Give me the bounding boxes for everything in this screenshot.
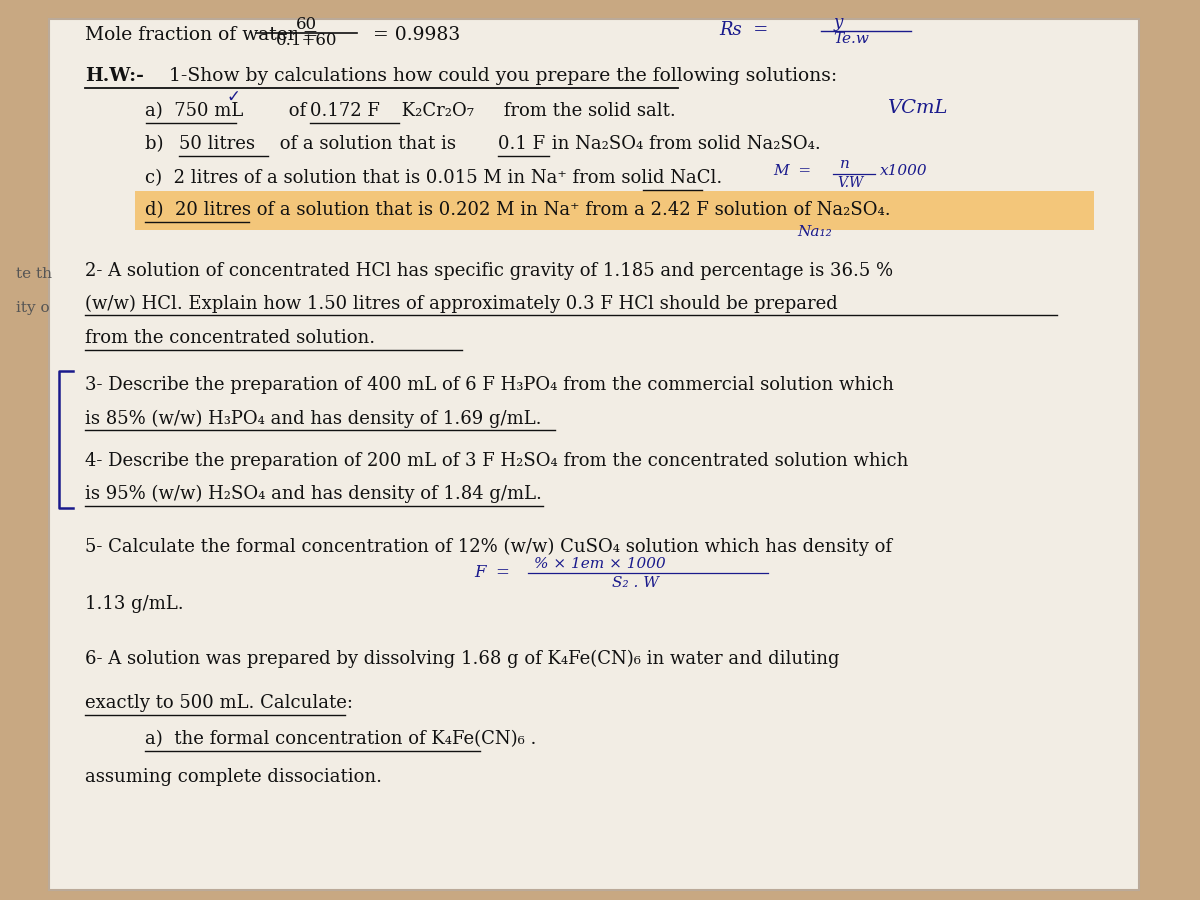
Text: F  =: F = [474, 564, 510, 581]
Text: from the concentrated solution.: from the concentrated solution. [85, 328, 376, 346]
Text: M  =: M = [774, 164, 811, 178]
Text: te th: te th [16, 267, 52, 281]
Text: = 0.9983: = 0.9983 [372, 26, 460, 44]
Text: c)  2 litres of a solution that is 0.015 M in Na⁺ from solid NaCl.: c) 2 litres of a solution that is 0.015 … [145, 169, 722, 187]
Text: 50 litres: 50 litres [179, 135, 254, 153]
Text: a)  the formal concentration of K₄Fe(CN)₆ .: a) the formal concentration of K₄Fe(CN)₆… [145, 730, 536, 748]
Text: S₂ . W: S₂ . W [612, 576, 659, 590]
FancyBboxPatch shape [49, 19, 1139, 889]
Text: exactly to 500 mL. Calculate:: exactly to 500 mL. Calculate: [85, 694, 353, 712]
Text: 2- A solution of concentrated HCl has specific gravity of 1.185 and percentage i: 2- A solution of concentrated HCl has sp… [85, 262, 893, 280]
Text: V.W: V.W [838, 176, 863, 190]
Text: of: of [283, 102, 312, 120]
Text: 60: 60 [296, 16, 317, 33]
Text: % × 1em × 1000: % × 1em × 1000 [534, 557, 666, 571]
Text: K₂Cr₂O₇: K₂Cr₂O₇ [396, 102, 474, 120]
Text: from the solid salt.: from the solid salt. [498, 102, 676, 120]
Text: assuming complete dissociation.: assuming complete dissociation. [85, 768, 382, 786]
Text: H.W:-: H.W:- [85, 67, 144, 85]
Text: 4- Describe the preparation of 200 mL of 3 F H₂SO₄ from the concentrated solutio: 4- Describe the preparation of 200 mL of… [85, 452, 908, 470]
Text: d)  20 litres of a solution that is 0.202 M in Na⁺ from a 2.42 F solution of Na₂: d) 20 litres of a solution that is 0.202… [145, 202, 890, 220]
Text: 5- Calculate the formal concentration of 12% (w/w) CuSO₄ solution which has dens: 5- Calculate the formal concentration of… [85, 538, 892, 556]
Text: VCmL: VCmL [887, 99, 948, 117]
Text: is 85% (w/w) H₃PO₄ and has density of 1.69 g/mL.: is 85% (w/w) H₃PO₄ and has density of 1.… [85, 410, 541, 427]
Text: x1000: x1000 [880, 164, 928, 178]
Text: 6- A solution was prepared by dissolving 1.68 g of K₄Fe(CN)₆ in water and diluti: 6- A solution was prepared by dissolving… [85, 650, 840, 668]
Text: Te.w: Te.w [834, 32, 869, 46]
Text: 0.172 F: 0.172 F [311, 102, 380, 120]
Text: 1-Show by calculations how could you prepare the following solutions:: 1-Show by calculations how could you pre… [163, 67, 838, 85]
Text: n: n [840, 157, 850, 171]
Text: Mole fraction of water =: Mole fraction of water = [85, 26, 324, 44]
Text: in Na₂SO₄ from solid Na₂SO₄.: in Na₂SO₄ from solid Na₂SO₄. [546, 135, 821, 153]
Text: Na₁₂: Na₁₂ [798, 225, 833, 239]
Text: a)  750 mL: a) 750 mL [145, 102, 244, 120]
Text: (w/w) HCl. Explain how 1.50 litres of approximately 0.3 F HCl should be prepared: (w/w) HCl. Explain how 1.50 litres of ap… [85, 294, 838, 313]
FancyBboxPatch shape [136, 191, 1094, 230]
Text: ✓: ✓ [227, 87, 240, 105]
Text: Rs  =: Rs = [720, 21, 769, 39]
Text: 3- Describe the preparation of 400 mL of 6 F H₃PO₄ from the commercial solution : 3- Describe the preparation of 400 mL of… [85, 376, 894, 394]
Text: 0.1 F: 0.1 F [498, 135, 545, 153]
Text: 1.13 g/mL.: 1.13 g/mL. [85, 595, 184, 613]
Text: y: y [834, 14, 842, 32]
Text: of a solution that is: of a solution that is [275, 135, 462, 153]
Text: ity o: ity o [16, 302, 49, 315]
Text: is 95% (w/w) H₂SO₄ and has density of 1.84 g/mL.: is 95% (w/w) H₂SO₄ and has density of 1.… [85, 485, 542, 503]
Text: b): b) [145, 135, 175, 153]
Text: 0.1+60: 0.1+60 [276, 32, 337, 50]
